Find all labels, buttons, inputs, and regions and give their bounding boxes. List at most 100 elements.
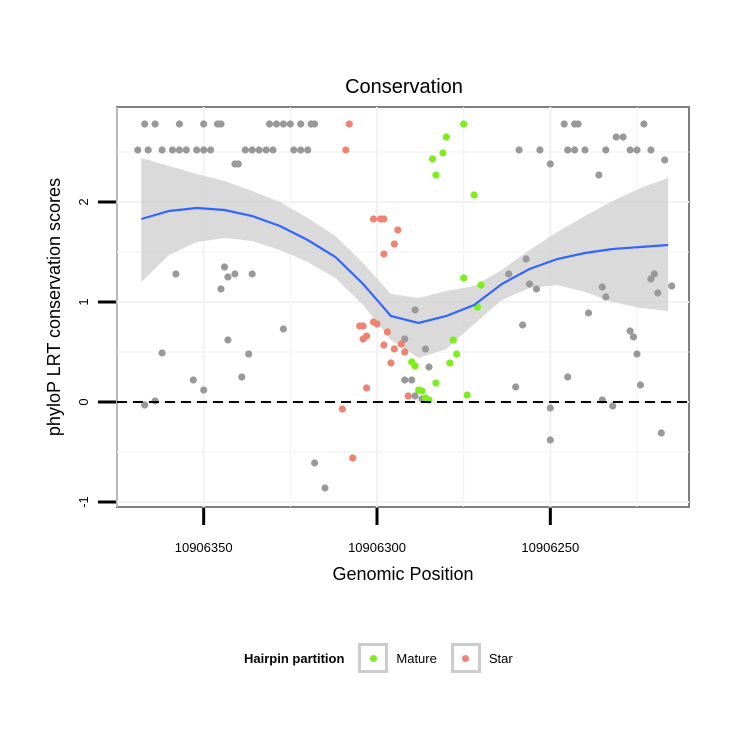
data-point-other	[189, 376, 197, 384]
y-axis-tick-label: -1	[76, 496, 91, 508]
data-point-star	[390, 240, 398, 248]
x-axis-tick-label: 10906350	[175, 540, 233, 555]
data-point-other	[265, 120, 274, 128]
data-point-mature	[408, 358, 416, 366]
data-point-other	[279, 120, 287, 128]
data-point-mature	[439, 149, 447, 157]
data-point-other	[411, 392, 419, 400]
data-point-other	[657, 429, 665, 437]
data-point-other	[612, 133, 620, 141]
data-point-other	[636, 381, 645, 389]
y-axis-tick-label: 1	[76, 298, 91, 305]
legend: Hairpin partition Mature Star	[244, 640, 527, 676]
data-point-other	[200, 146, 208, 154]
legend-label-star: Star	[488, 650, 513, 666]
data-point-other	[279, 325, 287, 333]
data-point-other	[304, 146, 312, 154]
data-point-other	[224, 273, 232, 281]
y-axis-tick-label: 2	[76, 198, 91, 205]
data-point-mature	[432, 171, 440, 179]
data-point-mature	[432, 379, 440, 387]
data-point-other	[231, 270, 239, 278]
data-point-other	[248, 270, 256, 278]
y-axis-tick-label: 0	[76, 398, 91, 405]
data-point-other	[505, 270, 513, 278]
data-point-mature	[473, 303, 482, 311]
data-point-other	[172, 270, 180, 278]
data-point-other	[151, 120, 159, 128]
data-point-other	[640, 120, 648, 128]
confidence-ribbon-layer	[141, 158, 669, 358]
data-point-other	[272, 120, 281, 128]
data-point-mature	[477, 281, 485, 289]
data-point-other	[269, 146, 277, 154]
data-point-other	[564, 146, 572, 154]
legend-key-star	[450, 643, 481, 673]
data-point-other	[311, 459, 319, 467]
data-point-other	[515, 146, 523, 154]
data-point-other	[633, 350, 641, 358]
data-point-mature	[460, 120, 468, 128]
data-point-other	[262, 146, 270, 154]
data-point-other	[668, 282, 676, 290]
data-point-other	[408, 376, 416, 384]
data-point-star	[369, 215, 378, 223]
data-point-other	[193, 146, 201, 154]
data-point-star	[387, 359, 395, 367]
data-point-star	[345, 120, 353, 128]
data-point-other	[647, 146, 655, 154]
data-point-other	[217, 285, 225, 293]
data-point-other	[141, 120, 149, 128]
data-point-other	[598, 283, 606, 291]
data-point-other	[574, 120, 582, 128]
data-point-other	[297, 146, 305, 154]
data-point-star	[394, 226, 402, 234]
legend-dot-mature	[369, 654, 377, 662]
x-axis-tick-label: 10906250	[521, 540, 579, 555]
smooth-trend-line	[140, 206, 669, 325]
data-point-other	[234, 160, 242, 168]
data-point-other	[519, 321, 527, 329]
data-point-other	[609, 402, 617, 410]
data-point-other	[522, 255, 530, 263]
data-point-other	[564, 373, 572, 381]
data-point-mature	[463, 391, 471, 399]
data-point-other	[144, 146, 152, 154]
data-point-other	[633, 146, 641, 154]
chart-title: Conservation	[345, 76, 463, 98]
data-point-mature	[446, 359, 454, 367]
y-axis-title: phyloP LRT conservation scores	[44, 178, 64, 436]
legend-dot-star	[462, 654, 470, 662]
data-point-other	[224, 336, 232, 344]
data-point-other	[411, 306, 419, 314]
data-point-other	[241, 146, 249, 154]
data-point-other	[158, 146, 166, 154]
data-point-other	[536, 146, 544, 154]
data-point-other	[286, 120, 294, 128]
data-point-other	[571, 146, 579, 154]
data-point-star	[338, 405, 346, 413]
data-point-other	[425, 363, 433, 371]
data-point-star	[356, 322, 364, 330]
data-point-other	[255, 146, 263, 154]
data-point-star	[342, 146, 350, 154]
data-point-mature	[428, 155, 437, 163]
data-point-star	[363, 332, 371, 340]
data-point-other	[626, 146, 634, 154]
data-point-other	[297, 120, 305, 128]
data-point-other	[238, 373, 246, 381]
data-point-other	[220, 263, 229, 271]
legend-key-mature	[358, 643, 389, 673]
data-point-other	[401, 376, 409, 384]
data-point-other	[546, 160, 554, 168]
data-point-other	[141, 401, 149, 409]
legend-label-mature: Mature	[396, 650, 437, 666]
data-point-other	[321, 484, 329, 492]
data-point-other	[626, 327, 634, 335]
data-point-mature	[415, 386, 423, 394]
data-point-other	[158, 349, 166, 357]
data-point-mature	[453, 350, 461, 358]
smooth-confidence-band	[141, 158, 669, 358]
data-point-other	[546, 404, 554, 412]
